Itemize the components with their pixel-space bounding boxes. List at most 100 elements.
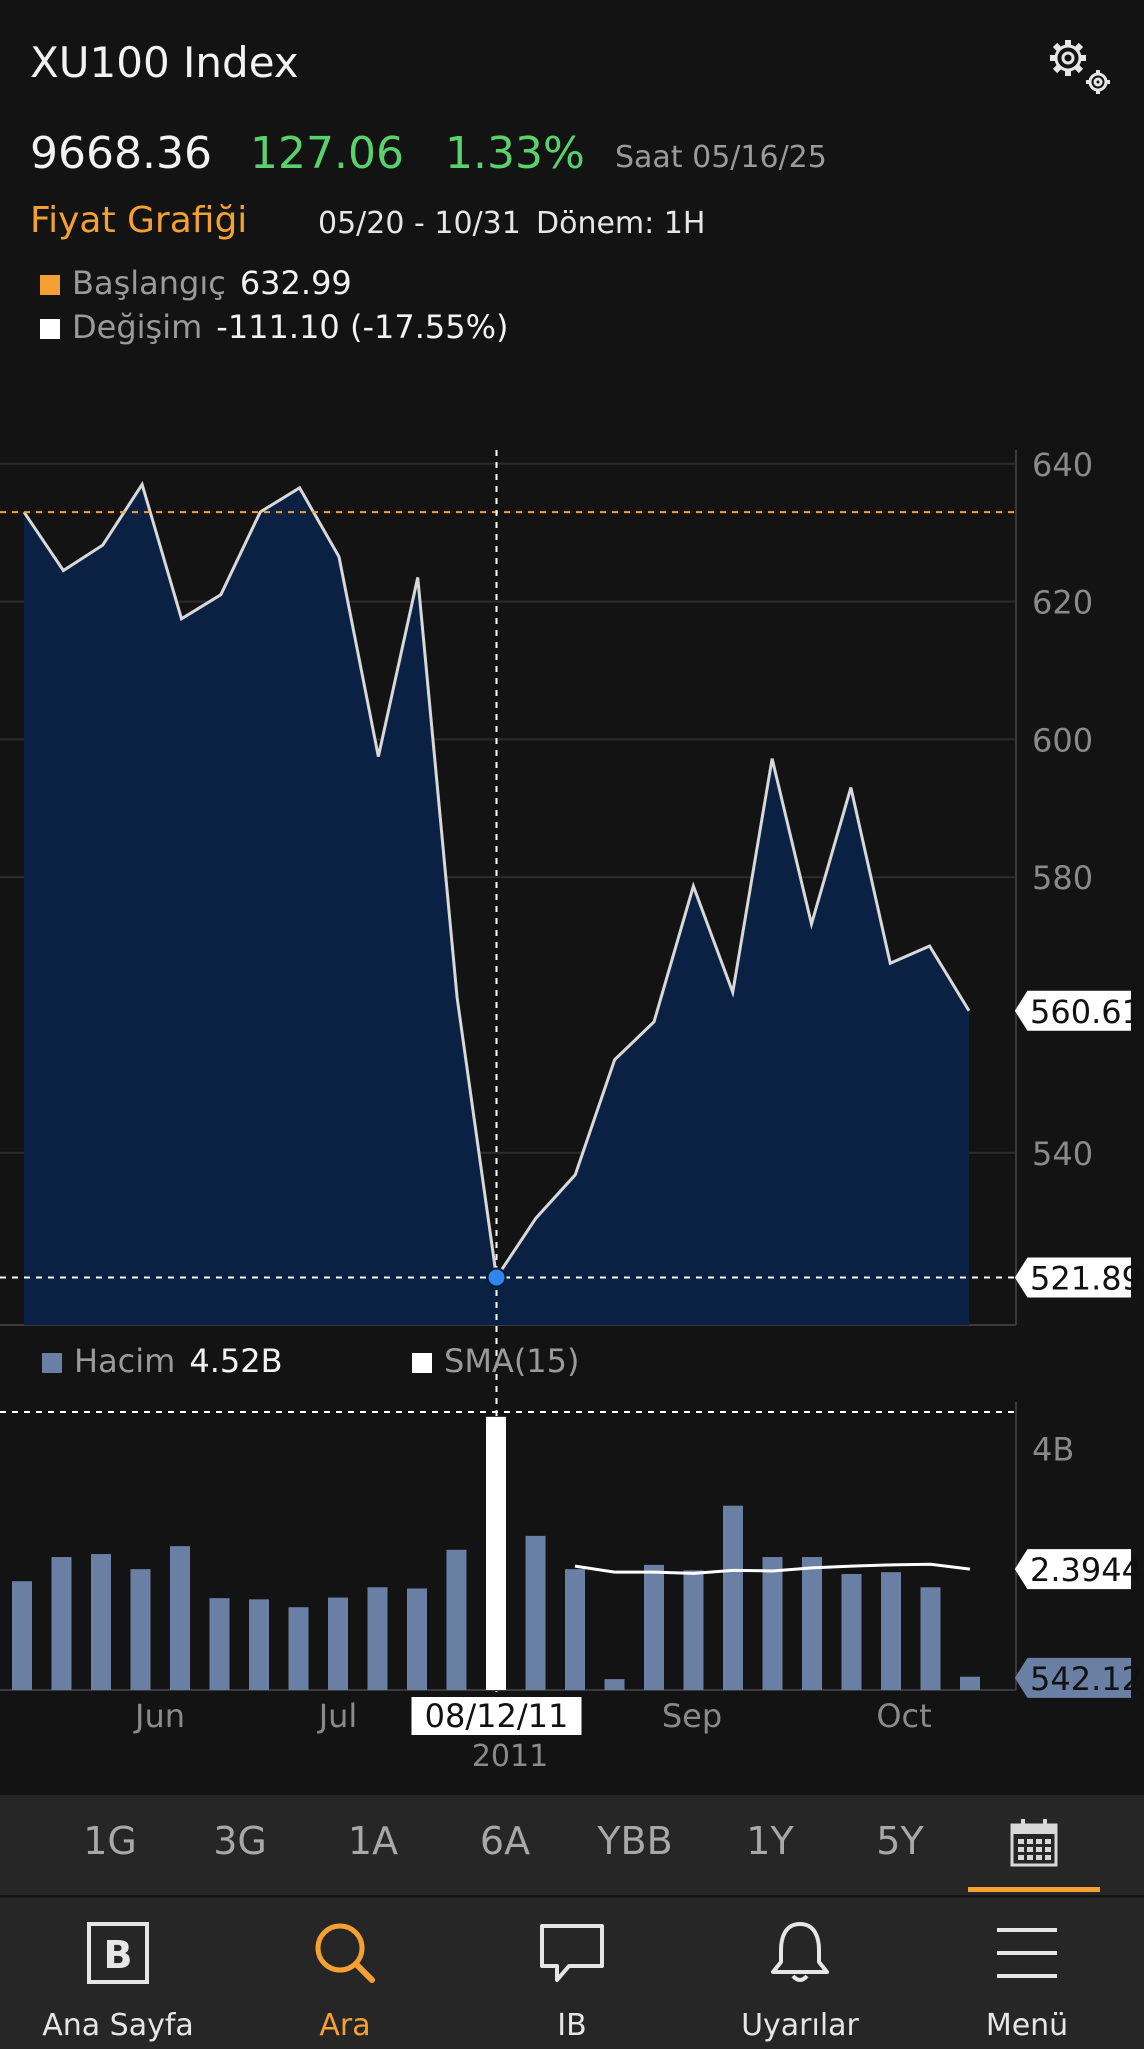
volume-y-tick-label: 4B [1032,1430,1074,1468]
nav-home[interactable]: B Ana Sayfa [28,1898,208,2049]
nav-ib-label: IB [557,2008,587,2043]
volume-legend: Hacim 4.52B [42,1342,283,1380]
tab-3g[interactable]: 3G [213,1819,267,1863]
cursor-point [486,1267,507,1288]
volume-bar [91,1554,111,1690]
volume-bar [328,1597,348,1690]
price-chart-label[interactable]: Fiyat Grafiği [30,200,248,241]
price-volume-chart[interactable]: 640620600580540560.61521.894B2B2.3944542… [0,0,1144,1790]
date-range: 05/20 - 10/31 [318,206,521,241]
price-y-tick-label: 600 [1032,721,1093,759]
period-tabs: 1G 3G 1A 6A YBB 1Y 5Y [0,1795,1144,1895]
quote-time: Saat 05/16/25 [615,140,827,175]
year-label: 2011 [472,1739,548,1774]
calendar-icon[interactable] [1010,1817,1058,1867]
tab-ybb[interactable]: YBB [597,1819,673,1863]
x-tick-label: Jun [133,1697,185,1735]
volume-bar [170,1546,190,1690]
cursor-date-box [411,1697,582,1735]
chat-icon [537,1918,607,1988]
tab-1y[interactable]: 1Y [746,1819,794,1863]
last-price: 9668.36 [30,128,212,179]
cursor-price-label: 521.89 [1030,1260,1142,1298]
volume-bar [644,1564,664,1690]
legend-start: Başlangıç 632.99 [40,264,352,302]
change-swatch [40,319,60,339]
volume-bar [881,1572,901,1690]
home-b-icon: B [83,1918,153,1988]
x-tick-label: Jul [317,1697,358,1735]
cursor-date-label: 08/12/11 [425,1697,569,1735]
search-icon [310,1918,380,1988]
volume-bar [683,1570,704,1690]
volume-bar [130,1569,151,1690]
tab-6a[interactable]: 6A [479,1819,531,1863]
gear-icon[interactable] [1040,32,1120,102]
volume-bar [920,1587,941,1690]
nav-search-label: Ara [319,2008,371,2043]
volume-bar [209,1598,230,1690]
volume-bar [841,1573,862,1690]
volume-bar [960,1676,980,1690]
last-volume-label-box [1014,1657,1131,1698]
x-tick-label: Oct [876,1697,931,1735]
volume-bar [446,1549,467,1690]
volume-label: Hacim [74,1342,176,1380]
last-price-label-box [1014,990,1131,1031]
legend-change: Değişim -111.10 (-17.55%) [40,308,508,346]
bottom-nav: B Ana Sayfa Ara IB Uyarılar [0,1897,1144,2049]
cursor-price-label-box [1014,1257,1131,1298]
volume-bar [249,1599,269,1690]
tab-1a[interactable]: 1A [347,1819,399,1863]
sma-swatch [412,1353,432,1373]
volume-bar [367,1587,388,1690]
price-y-tick-label: 580 [1032,859,1093,897]
volume-bar [723,1505,743,1690]
nav-home-label: Ana Sayfa [42,2008,194,2043]
change-label: Değişim [72,308,203,346]
percent-change: 1.33% [445,128,585,179]
sma-value-label: 2.3944 [1030,1551,1142,1589]
nav-menu-label: Menü [985,2008,1069,2043]
nav-alerts-label: Uyarılar [741,2008,859,2043]
sma-legend: SMA(15) [412,1342,580,1380]
volume-bar [486,1416,506,1690]
tab-5y[interactable]: 5Y [876,1819,924,1863]
volume-bar [802,1557,822,1690]
bell-icon [765,1918,835,1988]
index-title: XU100 Index [30,38,299,87]
sma-value-label-box [1014,1549,1131,1590]
nav-ib[interactable]: IB [482,1898,662,2049]
volume-bar [12,1581,32,1690]
price-y-tick-label: 640 [1032,446,1093,484]
sma-label: SMA(15) [444,1342,580,1380]
price-y-tick-label: 620 [1032,584,1093,622]
price-y-tick-label: 540 [1032,1135,1093,1173]
net-change: 127.06 [250,128,404,179]
last-price-label: 560.61 [1030,993,1142,1031]
volume-bar [288,1607,309,1690]
start-value: 632.99 [239,264,352,302]
period-label: Dönem: 1H [536,206,706,241]
volume-bar [604,1679,625,1690]
volume-bar [565,1569,585,1690]
start-swatch [40,275,60,295]
nav-alerts[interactable]: Uyarılar [710,1898,890,2049]
volume-bar [51,1557,72,1690]
volume-value: 4.52B [189,1342,283,1380]
change-value: -111.10 (-17.55%) [216,308,509,346]
active-tab-indicator [968,1887,1100,1892]
start-label: Başlangıç [72,264,226,302]
last-volume-label: 542.12 [1030,1660,1142,1698]
menu-icon [992,1918,1062,1988]
volume-bar [525,1535,546,1690]
volume-swatch [42,1353,62,1373]
tab-1g[interactable]: 1G [83,1819,137,1863]
nav-search[interactable]: Ara [255,1898,435,2049]
nav-menu[interactable]: Menü [937,1898,1117,2049]
price-area [24,484,969,1325]
sma-line [574,1562,971,1575]
volume-bar [407,1588,427,1690]
x-tick-label: Sep [662,1697,722,1735]
svg-text:B: B [104,1933,133,1977]
